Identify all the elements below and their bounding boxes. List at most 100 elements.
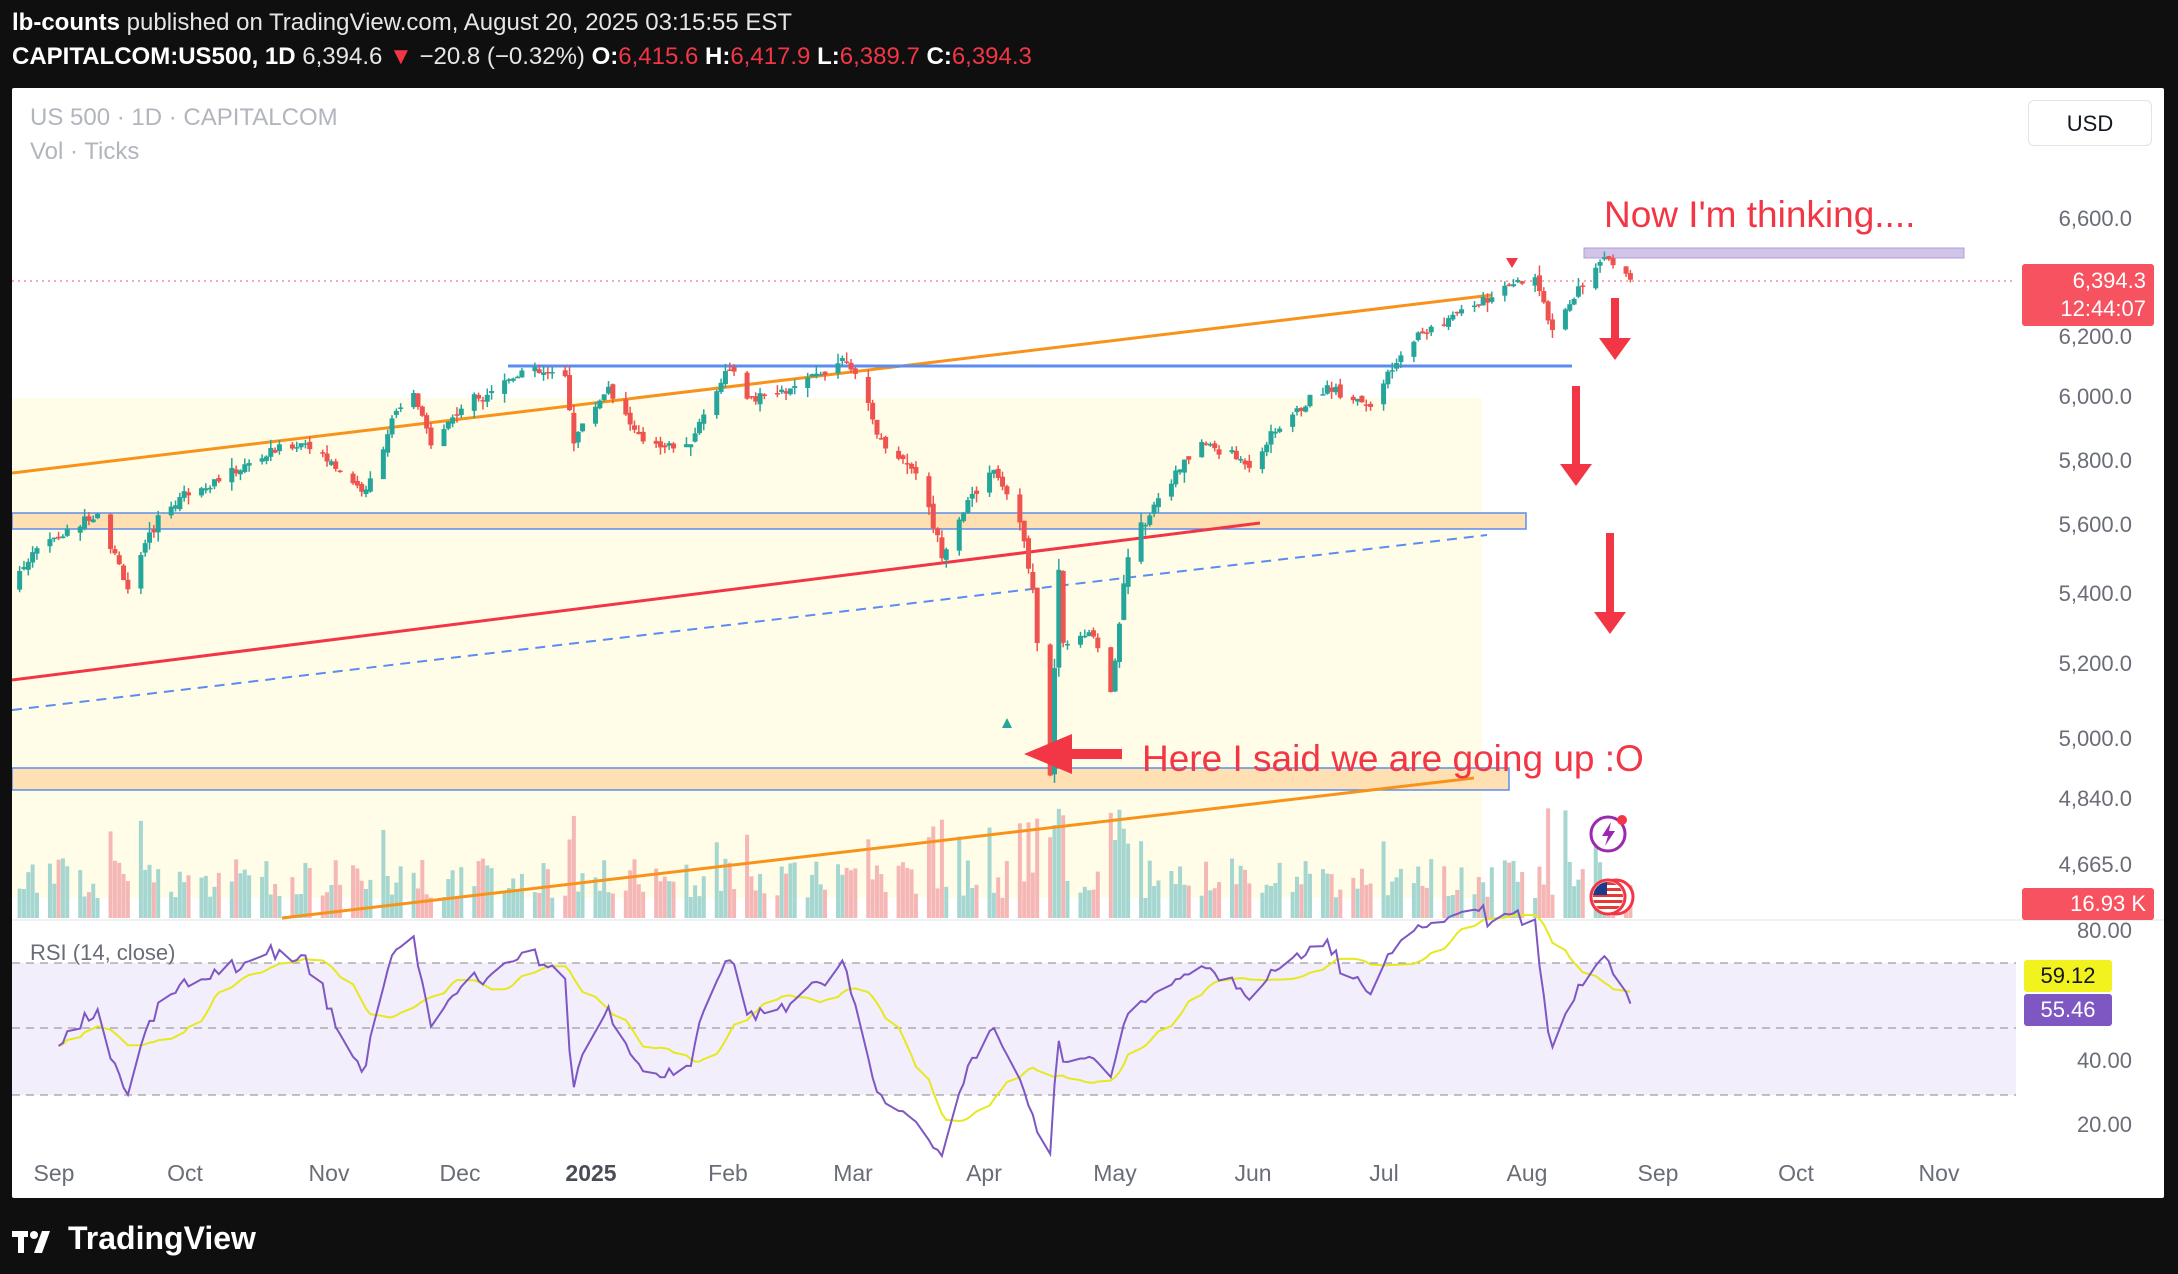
candle-body [1359, 395, 1365, 403]
volume-bar [1398, 868, 1403, 918]
candle-body [502, 380, 508, 394]
rsi-tick: 80.00 [2076, 918, 2132, 943]
candle-body [1454, 311, 1460, 314]
candle-body [1536, 275, 1542, 292]
volume-bar [1169, 871, 1174, 918]
rsi-line [58, 903, 1632, 1159]
volume-bar [1087, 890, 1092, 918]
volume-bar [290, 877, 295, 918]
candle-body [1337, 384, 1343, 398]
volume-bar [329, 884, 334, 918]
volume-bar [1320, 869, 1325, 918]
candle-body [441, 429, 447, 447]
down-arrow-2-head [1560, 464, 1592, 486]
volume-bar [91, 883, 96, 918]
candle-body [1125, 557, 1131, 587]
time-tick: Aug [1506, 1160, 1548, 1186]
volume-bar [623, 890, 628, 918]
volume-bar [351, 865, 356, 918]
candle-body [142, 543, 148, 553]
candle-body [471, 394, 477, 411]
time-tick: Sep [1637, 1160, 1679, 1186]
volume-bar [1416, 866, 1421, 918]
support-box [12, 767, 1510, 791]
volume-bar [78, 870, 83, 918]
time-tick-year: 2025 [565, 1160, 617, 1186]
volume-bar [1303, 861, 1308, 918]
currency-button[interactable]: USD [2028, 100, 2152, 146]
volume-bar [273, 883, 278, 918]
volume-bar [30, 864, 35, 918]
candle-body [233, 469, 239, 474]
candle-body [878, 438, 884, 440]
candle-body [393, 410, 399, 415]
volume-bar [1182, 884, 1187, 918]
candle-body [965, 499, 971, 513]
chart-canvas[interactable] [12, 88, 2164, 1198]
volume-bar [636, 884, 641, 918]
volume-bar [320, 895, 325, 918]
candle-body [1272, 431, 1278, 434]
volume-bar [1515, 881, 1520, 918]
volume-bar [203, 875, 208, 918]
candle-body [411, 393, 417, 408]
volume-legend[interactable]: Vol · Ticks [30, 138, 140, 165]
volume-bar [212, 886, 217, 918]
bottom-marker-triangle [1002, 718, 1012, 728]
candle-body [549, 372, 555, 374]
volume-bar [1489, 867, 1494, 918]
candle-body [822, 371, 828, 375]
chart-panel[interactable]: US 500 · 1D · CAPITALCOM Vol · Ticks RSI… [12, 88, 2164, 1198]
candle-body [1515, 280, 1521, 283]
volume-bar [173, 897, 178, 918]
candle-body [727, 369, 733, 371]
candle-body [21, 566, 27, 570]
candle-body [761, 394, 767, 397]
candle-body [640, 431, 646, 442]
volume-bar [1230, 858, 1235, 918]
volume-bar [632, 859, 637, 918]
lightning-event-icon[interactable] [1588, 810, 1632, 854]
candle-body [1095, 637, 1101, 649]
candle-body [1177, 469, 1183, 473]
footer-brand[interactable]: TradingView [12, 1220, 256, 1260]
candle-body [969, 493, 975, 499]
price-tick: 5,000.0 [2058, 726, 2132, 751]
volume-bar [1056, 808, 1061, 918]
volume-bar [1446, 895, 1451, 918]
candle-body [883, 436, 889, 449]
candle-body [1363, 404, 1369, 406]
volume-bar [1368, 883, 1373, 918]
candle-body [30, 552, 36, 563]
down-arrow-1-head [1599, 338, 1631, 360]
candle-body [363, 489, 369, 494]
volume-bar [1238, 865, 1243, 918]
volume-bar [182, 882, 187, 918]
annotation-going-up[interactable]: Here I said we are going up :O [1142, 738, 1644, 779]
price-tick: 6,600.0 [2058, 206, 2132, 231]
volume-bar [723, 858, 728, 918]
us-flag-event-icon[interactable] [1588, 874, 1638, 920]
series-legend-title[interactable]: US 500 · 1D · CAPITALCOM [30, 104, 338, 131]
volume-bar [1000, 897, 1005, 918]
candle-body [86, 516, 92, 521]
candle-body [125, 579, 131, 590]
candle-body [1030, 572, 1036, 590]
volume-bar [641, 891, 646, 918]
time-tick: Nov [1918, 1160, 1960, 1186]
volume-bar [138, 820, 143, 918]
candle-body [943, 549, 949, 560]
publisher-name[interactable]: lb-counts [12, 9, 120, 36]
volume-bar [671, 881, 676, 918]
candle-body [1173, 470, 1179, 485]
candle-body [1021, 520, 1027, 542]
candle-body [138, 555, 144, 589]
volume-bar [1204, 861, 1209, 918]
volume-bar [169, 891, 174, 918]
candle-body [1485, 297, 1490, 303]
volume-bar [65, 866, 70, 918]
annotation-now-thinking[interactable]: Now I'm thinking.... [1604, 194, 1916, 235]
rsi-legend[interactable]: RSI (14, close) [30, 940, 176, 965]
volume-bar [52, 883, 57, 918]
volume-bar [268, 894, 273, 918]
